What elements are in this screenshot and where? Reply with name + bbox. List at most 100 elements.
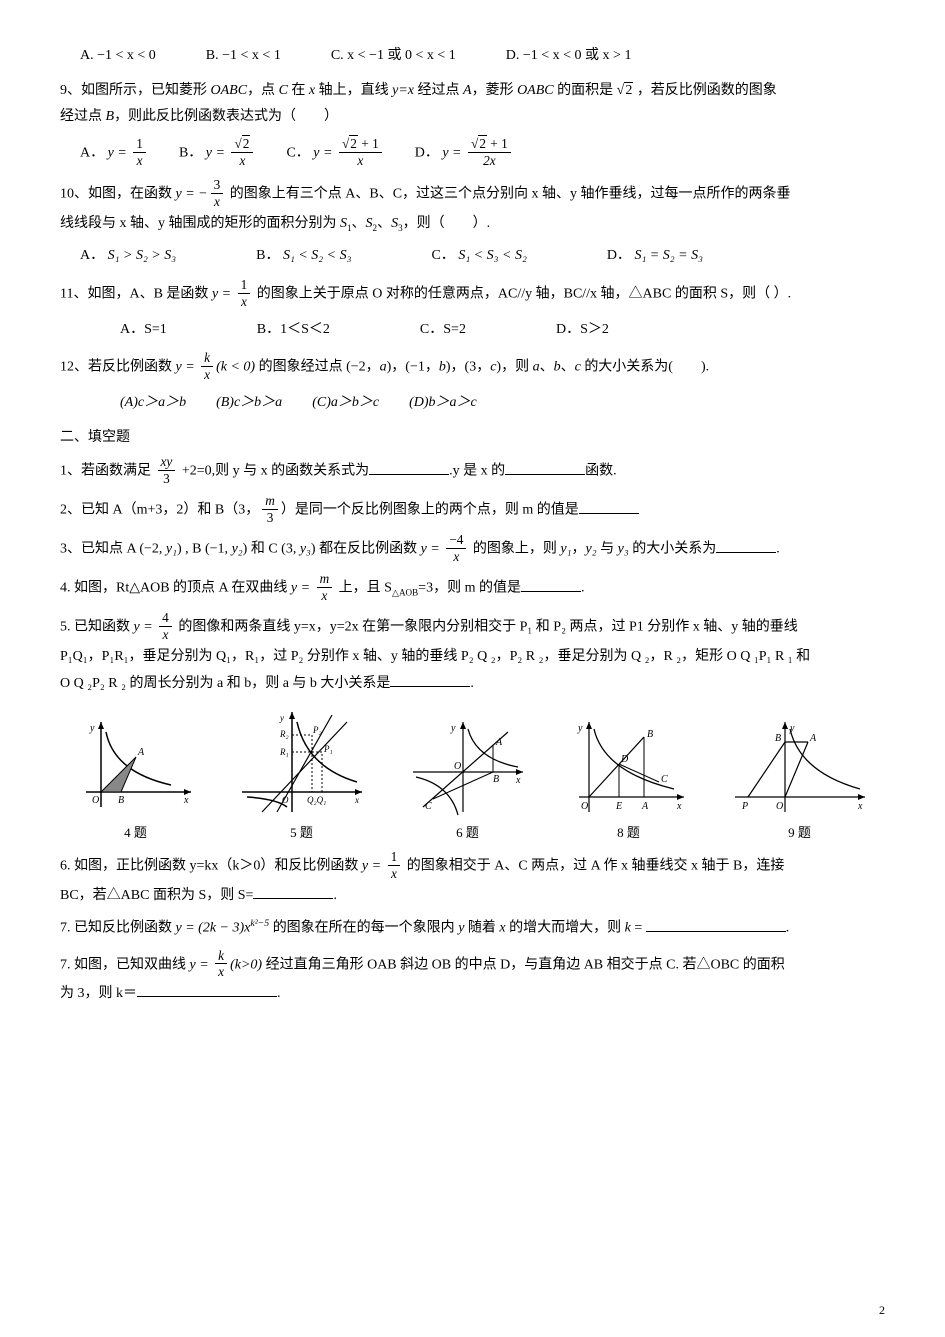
q12-optc: (C)a＞b＞c: [312, 390, 379, 417]
f7b-num: k: [215, 948, 227, 965]
f3-t7: 与: [597, 542, 618, 557]
svg-text:R₂: R₂: [279, 729, 289, 739]
q9-oabc1: OABC: [211, 83, 248, 98]
f4-num: m: [317, 571, 333, 588]
f7a-yeq: y = (2k − 3)x: [176, 921, 251, 936]
f4-t1: 4. 如图，Rt△AOB 的顶点 A 在双曲线: [60, 581, 291, 596]
f6-t1: 6. 如图，正比例函数 y=kx（k＞0）和反比例函数: [60, 858, 362, 873]
q9-opta-frac: 1x: [133, 136, 146, 169]
f7a-t4: 的增大而增大，则: [506, 921, 625, 936]
q10-s2sub: 2: [373, 222, 378, 232]
q10: 10、如图，在函数 y = −3x 的图象上有三个点 A、B、C，过这三个点分别…: [60, 178, 885, 238]
figure-9: B A P O x y 9 题: [730, 717, 870, 846]
f7b-t3: 为 3，则 k＝: [60, 986, 137, 1001]
q12-t6: 、: [540, 360, 554, 375]
svg-text:x: x: [515, 775, 521, 786]
q9-optb-sqrtval: 2: [242, 135, 251, 151]
svg-text:O: O: [776, 801, 783, 812]
fig5-label: 5 题: [237, 821, 367, 846]
q11-opta: A．S=1: [120, 317, 167, 344]
q9-optc-den: x: [339, 153, 382, 169]
svg-text:O: O: [282, 795, 289, 805]
q11-den: x: [238, 294, 251, 310]
f7a-blank: [646, 918, 786, 932]
f3-t1: 3、已知点 A (−2,: [60, 542, 166, 557]
f3-y1: y₁: [166, 542, 177, 557]
q12-t3: )，(−1，: [387, 360, 439, 375]
q9-t8: ，若反比例函数的图象: [633, 83, 777, 98]
q9-optb-label: B．: [179, 145, 202, 160]
svg-text:y: y: [577, 723, 583, 734]
f5-t4: O Q ₂P₂ R ₂ 的周长分别为 a 和 b，则 a 与 b 大小关系是: [60, 676, 390, 691]
svg-text:B: B: [118, 795, 124, 806]
q12-t4: )，(3，: [446, 360, 490, 375]
f5-period: .: [470, 676, 474, 691]
f4-t3: =3，则 m 的值是: [418, 581, 521, 596]
q10-den: x: [211, 194, 224, 210]
f3-t2: ) , B (−1,: [177, 542, 232, 557]
f3-num: −4: [446, 532, 466, 549]
q9-t6: ，菱形: [472, 83, 518, 98]
svg-text:E: E: [615, 801, 622, 812]
q10-optd: D． S₁ = S₂ = S₃: [607, 243, 703, 270]
f3-y2: y₂: [232, 542, 243, 557]
q9-opta-label: A．: [80, 145, 104, 160]
f7b-period: .: [277, 986, 281, 1001]
f2-t1: 2、已知 A（m+3，2）和 B（3，: [60, 503, 259, 518]
svg-text:y: y: [789, 723, 795, 734]
q10-frac: 3x: [211, 177, 224, 210]
q11-optb: B．1＜S＜2: [257, 317, 330, 344]
q9-opt-c: C． y = 2 + 1x: [286, 137, 384, 170]
q9-b: B: [106, 109, 115, 124]
f1-t4: 函数.: [585, 464, 617, 479]
q9-t3: 在: [288, 83, 309, 98]
svg-text:B: B: [775, 733, 781, 744]
q12-b2: b: [554, 360, 561, 375]
f1-t1: 1、若函数满足: [60, 464, 155, 479]
q9-t4: 轴上，直线: [315, 83, 392, 98]
q11: 11、如图，A、B 是函数 y = 1x 的图象上关于原点 O 对称的任意两点，…: [60, 278, 885, 311]
f7b-t1: 7. 如图，已知双曲线: [60, 957, 190, 972]
q10-opta-v: S₁ > S₂ > S₃: [108, 248, 177, 263]
f5-yeq: y =: [134, 620, 157, 635]
q11-yeq: y =: [212, 286, 235, 301]
f6-blank: [253, 885, 333, 899]
q9-opt-d: D． y = 2 + 12x: [415, 137, 514, 170]
f3-t8: 的大小关系为: [629, 542, 717, 557]
q10-t2: 的图象上有三个点 A、B、C，过这三个点分别向 x 轴、y 轴作垂线，过每一点所…: [226, 186, 790, 201]
q10-optb: B． S₁ < S₂ < S₃: [256, 243, 351, 270]
q10-optb-v: S₁ < S₂ < S₃: [283, 248, 352, 263]
f4-yeq: y =: [291, 581, 314, 596]
q9-optc-sqrt: 2: [342, 136, 358, 152]
f3-t3: ) 和 C (3,: [243, 542, 300, 557]
f4: 4. 如图，Rt△AOB 的顶点 A 在双曲线 y = mx 上，且 S△AOB…: [60, 572, 885, 605]
fig9-label: 9 题: [730, 821, 870, 846]
q9-yx: y=x: [392, 83, 414, 98]
q12-opta: (A)c＞a＞b: [120, 390, 186, 417]
f5-den: x: [159, 627, 172, 643]
q12-t2: 的图象经过点 (−2，: [255, 360, 380, 375]
f6-den: x: [388, 866, 401, 882]
f7b: 7. 如图，已知双曲线 y = kx(k>0) 经过直角三角形 OAB 斜边 O…: [60, 949, 885, 1009]
q11-options: A．S=1 B．1＜S＜2 C．S=2 D．S＞2: [80, 317, 885, 344]
q10-optd-v: S₁ = S₂ = S₃: [634, 248, 703, 263]
svg-text:y: y: [279, 713, 284, 723]
f4-t2: 上，且 S: [335, 581, 392, 596]
f1-t3: .y 是 x 的: [449, 464, 505, 479]
figure-5: P₁ P₂ R₁ R₂ Q₂Q₁ O x y 5 题: [237, 707, 367, 846]
q12-num: k: [201, 350, 213, 367]
q9-oabc2: OABC: [517, 83, 554, 98]
q11-optd: D．S＞2: [556, 317, 609, 344]
q8-opt-c: C. x < −1 或 0 < x < 1: [331, 43, 456, 70]
q9-t7: 的面积是: [554, 83, 617, 98]
f5-t2: 的图像和两条直线 y=x，y=2x 在第一象限内分别相交于 P₁ 和 P₂ 两点…: [175, 620, 798, 635]
svg-text:O: O: [581, 801, 588, 812]
figure-8: B D C O E A x y 8 题: [569, 717, 689, 846]
f7a-t3: 随着: [464, 921, 499, 936]
svg-text:x: x: [183, 795, 189, 806]
figure-4: A O B x y 4 题: [76, 717, 196, 846]
q12-frac: kx: [201, 350, 213, 383]
svg-text:P₁: P₁: [323, 744, 333, 754]
f6-t3: BC，若△ABC 面积为 S，则 S=: [60, 888, 253, 903]
q9: 9、如图所示，已知菱形 OABC，点 C 在 x 轴上，直线 y=x 经过点 A…: [60, 78, 885, 131]
